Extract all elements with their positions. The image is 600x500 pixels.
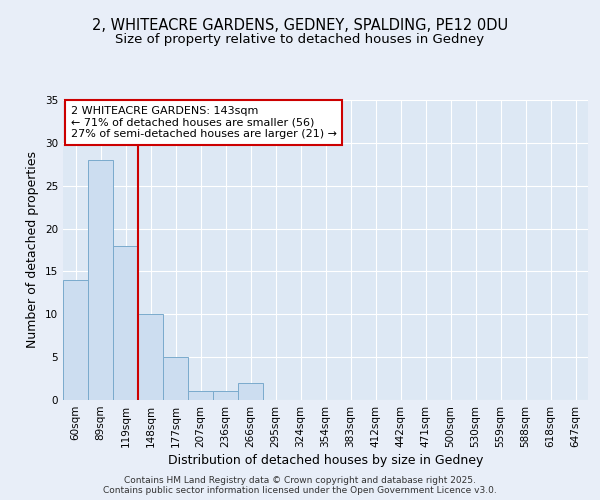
Text: Contains HM Land Registry data © Crown copyright and database right 2025.
Contai: Contains HM Land Registry data © Crown c… xyxy=(103,476,497,495)
Y-axis label: Number of detached properties: Number of detached properties xyxy=(26,152,40,348)
Bar xyxy=(188,392,213,400)
Text: 2 WHITEACRE GARDENS: 143sqm
← 71% of detached houses are smaller (56)
27% of sem: 2 WHITEACRE GARDENS: 143sqm ← 71% of det… xyxy=(71,106,337,139)
Bar xyxy=(88,160,113,400)
X-axis label: Distribution of detached houses by size in Gedney: Distribution of detached houses by size … xyxy=(168,454,483,467)
Text: Size of property relative to detached houses in Gedney: Size of property relative to detached ho… xyxy=(115,32,485,46)
Bar xyxy=(213,392,238,400)
Bar xyxy=(238,383,263,400)
Bar xyxy=(163,357,188,400)
Text: 2, WHITEACRE GARDENS, GEDNEY, SPALDING, PE12 0DU: 2, WHITEACRE GARDENS, GEDNEY, SPALDING, … xyxy=(92,18,508,32)
Bar xyxy=(138,314,163,400)
Bar xyxy=(63,280,88,400)
Bar xyxy=(113,246,138,400)
